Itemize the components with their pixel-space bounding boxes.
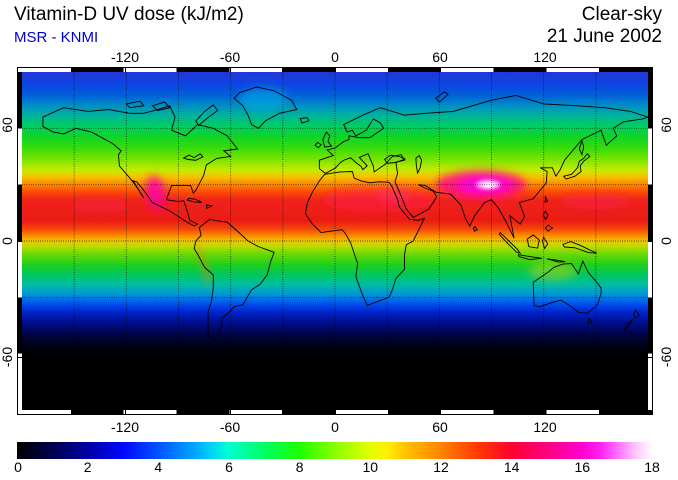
lat-tick-label-left: -60 (0, 346, 15, 368)
lon-tick-label-top: 0 (331, 49, 339, 65)
coastline-south-america (194, 219, 274, 340)
lon-tick-mark (230, 410, 231, 414)
colorbar-tick-label: 14 (503, 459, 520, 475)
world-map (22, 72, 648, 410)
lat-tick-mark (18, 357, 22, 358)
lat-tick-mark (648, 125, 652, 126)
colorbar-tick-label: 4 (154, 459, 163, 475)
sahara-arabia-hotspot (322, 186, 435, 213)
coastline-australia (533, 261, 601, 313)
lon-tick-label-bottom: 60 (432, 419, 448, 435)
mexico-hotspot (149, 179, 161, 202)
lon-tick-mark (125, 410, 126, 414)
colorbar-tick-label: 18 (644, 459, 660, 475)
lat-tick-label-right: 0 (658, 237, 674, 245)
tibet-core-group (475, 179, 501, 190)
lat-tick-label-left: 60 (0, 117, 15, 133)
lat-tick-mark (18, 241, 22, 242)
lon-tick-label-bottom: -120 (110, 419, 140, 435)
coastline-greenland (234, 87, 297, 128)
greenland-patch (239, 87, 289, 110)
colorbar-tick-label: 6 (225, 459, 233, 475)
coastline-africa (305, 172, 424, 306)
west-pacific-hotspot (561, 193, 631, 211)
sky-condition-label: Clear-sky (581, 4, 662, 25)
lon-tick-label-top: -120 (110, 49, 140, 65)
lon-tick-label-top: 60 (432, 49, 448, 65)
coastline-islands (126, 92, 639, 331)
arabia-hotspot-core (376, 186, 412, 202)
lon-tick-label-bottom: -60 (219, 419, 241, 435)
dataset-label: MSR - KNMI (14, 29, 99, 46)
lat-tick-label-right: 60 (658, 117, 674, 133)
colorbar-tick-label: 0 (14, 459, 22, 475)
colorbar-tick-label: 10 (362, 459, 379, 475)
colorbar-tick-label: 2 (83, 459, 92, 475)
lon-tick-mark (335, 68, 336, 72)
colorbar-tick-label: 12 (433, 459, 449, 475)
tibet-core-white (482, 182, 495, 188)
lon-tick-label-top: 120 (533, 49, 557, 65)
coastlines (43, 87, 648, 341)
coastline-north-america (43, 106, 238, 226)
colorbar (17, 442, 653, 459)
page-title: Vitamin-D UV dose (kJ/m2) (14, 4, 244, 25)
map-frame (17, 67, 653, 415)
australia-patch (528, 261, 577, 281)
lat-tick-mark (648, 241, 652, 242)
lon-tick-mark (545, 68, 546, 72)
lon-tick-mark (335, 410, 336, 414)
lon-tick-mark (440, 410, 441, 414)
lon-tick-mark (545, 410, 546, 414)
colorbar-tick-label: 16 (574, 459, 591, 475)
lon-tick-mark (125, 68, 126, 72)
lat-tick-mark (648, 357, 652, 358)
date-label: 21 June 2002 (546, 26, 662, 47)
colorbar-tick-label: 8 (295, 459, 304, 475)
lat-tick-mark (18, 125, 22, 126)
lat-tick-label-right: -60 (658, 346, 674, 368)
graticule-grid (22, 72, 648, 410)
lon-tick-mark (230, 68, 231, 72)
lat-tick-label-left: 0 (0, 237, 15, 245)
lon-tick-label-bottom: 0 (331, 419, 339, 435)
lon-tick-mark (440, 68, 441, 72)
lon-tick-label-bottom: 120 (533, 419, 557, 435)
east-pacific-hotspot (72, 196, 129, 214)
coastline-eurasia (319, 95, 648, 238)
lon-tick-label-top: -60 (219, 49, 241, 65)
